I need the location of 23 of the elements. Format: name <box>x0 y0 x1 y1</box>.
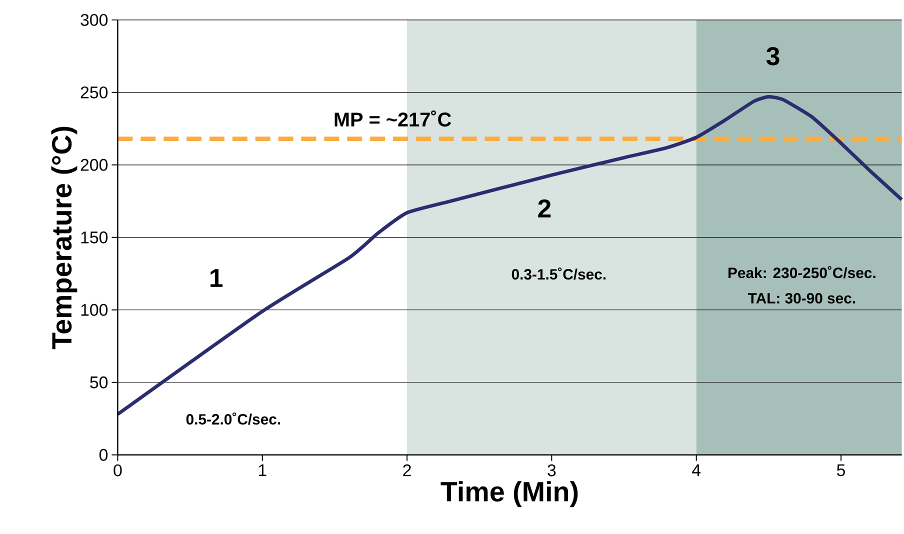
annotation: 2 <box>538 200 551 218</box>
annotation: 0.3-1.5˚C/sec. <box>512 268 606 280</box>
x-tick-label: 0 <box>114 464 122 476</box>
y-tick-label: 50 <box>90 376 108 389</box>
x-tick-label: 2 <box>403 464 411 476</box>
y-tick-label: 200 <box>80 159 108 172</box>
annotation: 1 <box>210 269 223 288</box>
x-tick-label: 3 <box>548 464 556 476</box>
y-axis-title: Temperature (°C) <box>51 126 78 350</box>
annotation: Peak: 230-250˚C/sec. <box>728 266 876 278</box>
y-tick-label: 100 <box>81 304 108 316</box>
annotation: 0.5-2.0˚C/sec. <box>186 412 280 425</box>
x-axis-title: Time (Min) <box>440 481 578 508</box>
annotation: 3 <box>766 47 780 66</box>
annotation: TAL: 30-90 sec. <box>748 293 856 304</box>
y-tick-label: 300 <box>80 14 108 26</box>
x-tick-label: 4 <box>692 464 701 476</box>
y-tick-label: 150 <box>81 232 108 244</box>
y-tick-label: 0 <box>99 449 108 462</box>
x-tick-label: 5 <box>836 464 845 476</box>
y-tick-label: 250 <box>80 86 108 99</box>
ref-line-label: MP = ~217˚C <box>334 110 452 127</box>
x-tick-label: 1 <box>258 464 266 476</box>
